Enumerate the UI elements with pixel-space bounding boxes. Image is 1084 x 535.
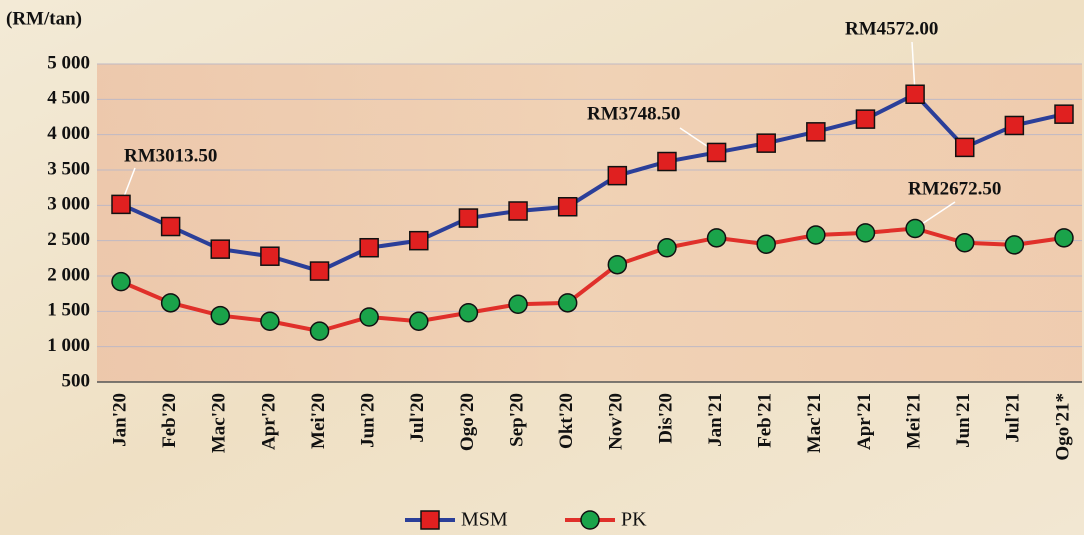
marker	[260, 246, 280, 266]
marker	[954, 137, 975, 158]
marker	[1004, 115, 1025, 136]
y-tick-label: 1 000	[47, 335, 90, 356]
marker	[111, 271, 131, 292]
x-tick-label: Dis'20	[655, 393, 676, 444]
y-tick-label: 3 500	[47, 158, 90, 179]
x-tick-label: Mei'20	[308, 393, 329, 449]
marker	[210, 305, 231, 326]
marker	[905, 218, 925, 239]
x-tick-label: Nov'20	[606, 393, 627, 450]
x-tick-label: Mac'21	[804, 393, 825, 453]
y-tick-label: 2 500	[47, 229, 90, 250]
marker	[1004, 235, 1025, 255]
y-tick-label: 4 000	[47, 123, 90, 144]
marker	[458, 302, 479, 323]
annotation: RM3748.50	[587, 103, 680, 124]
marker	[409, 311, 429, 331]
annotation: RM2672.50	[908, 178, 1001, 199]
x-tick-label: Jun'20	[358, 393, 379, 448]
marker	[806, 225, 826, 245]
x-tick-label: Feb'21	[755, 393, 776, 448]
marker	[557, 196, 578, 217]
legend-marker	[420, 510, 440, 530]
x-tick-label: Okt'20	[556, 393, 577, 449]
marker	[607, 165, 628, 186]
marker	[309, 321, 330, 341]
marker	[855, 223, 876, 243]
marker	[160, 216, 181, 237]
x-tick-label: Ogo'21*	[1052, 393, 1073, 461]
y-tick-label: 4 500	[47, 88, 90, 109]
marker	[706, 142, 727, 163]
x-tick-label: Mei'21	[903, 393, 924, 449]
y-tick-label: 3 000	[47, 194, 90, 215]
marker	[557, 293, 578, 313]
legend-marker	[580, 510, 600, 530]
y-axis-label: (RM/tan)	[6, 8, 82, 29]
marker	[1054, 228, 1074, 248]
marker	[756, 234, 776, 254]
marker	[409, 230, 429, 251]
x-tick-label: Jan'21	[705, 393, 726, 447]
marker	[657, 237, 677, 258]
marker	[260, 311, 280, 331]
y-tick-label: 5 000	[47, 52, 90, 73]
marker	[508, 201, 528, 221]
marker	[756, 133, 776, 153]
y-tick-label: 500	[62, 370, 91, 391]
marker	[359, 307, 379, 327]
x-tick-label: Ogo'20	[457, 393, 478, 451]
marker	[706, 228, 727, 248]
marker	[458, 208, 479, 228]
annotation: RM4572.00	[845, 18, 938, 39]
marker	[210, 239, 231, 259]
marker	[508, 294, 528, 315]
x-tick-label: Sep'20	[506, 393, 527, 447]
x-tick-label: Feb'20	[159, 393, 180, 448]
marker	[359, 237, 379, 258]
marker	[1054, 104, 1074, 124]
marker	[309, 261, 330, 281]
y-tick-label: 2 000	[47, 264, 90, 285]
marker	[657, 151, 677, 172]
x-tick-label: Jul'20	[407, 393, 428, 443]
marker	[806, 122, 826, 142]
x-tick-label: Apr'20	[258, 393, 279, 450]
legend-label: PK	[621, 509, 647, 531]
x-tick-label: Mac'20	[209, 393, 230, 453]
marker	[905, 84, 925, 104]
y-tick-label: 1 500	[47, 300, 90, 321]
x-tick-label: Jan'20	[109, 393, 130, 447]
x-tick-label: Apr'21	[854, 393, 875, 450]
legend-label: MSM	[461, 509, 508, 531]
x-tick-label: Jun'21	[953, 393, 974, 448]
marker	[160, 293, 181, 313]
x-tick-label: Jul'21	[1003, 393, 1024, 443]
marker	[607, 254, 628, 275]
annotation: RM3013.50	[124, 145, 217, 166]
marker	[111, 194, 131, 215]
marker	[855, 109, 876, 129]
marker	[954, 233, 975, 253]
